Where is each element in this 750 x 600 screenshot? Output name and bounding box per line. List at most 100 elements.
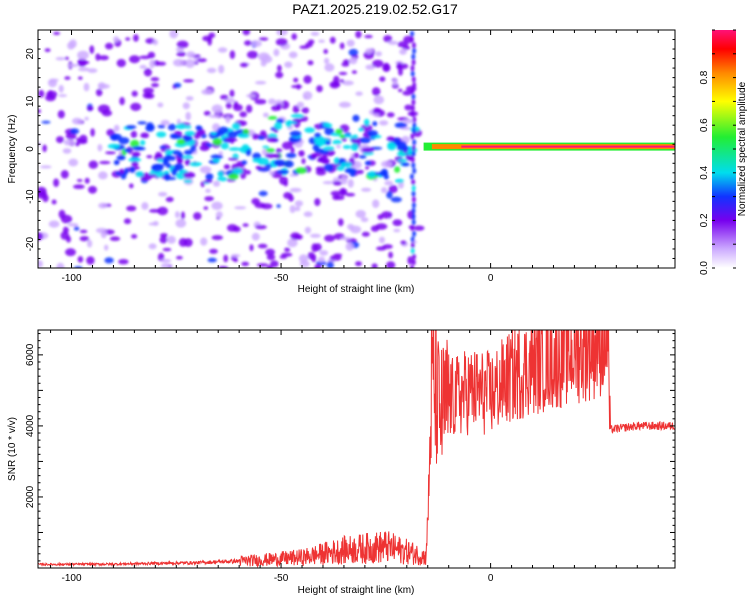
heatmap-noise-cell [211, 104, 223, 114]
heatmap-noise-cell [64, 76, 71, 80]
heatmap-noise-cell [294, 200, 303, 207]
heatmap-noise-cell [265, 248, 275, 256]
bottom-y-tick-label: 4000 [25, 414, 36, 437]
bottom-y-ticks: 2000 4000 6000 [25, 333, 675, 569]
heatmap-noise-cell [86, 106, 94, 111]
heatmap-streak-cell [410, 242, 415, 249]
heatmap-band-cell [386, 136, 395, 142]
heatmap-noise-cell [372, 59, 384, 68]
heatmap-noise-cell [173, 59, 185, 67]
heatmap-band-cell [350, 143, 359, 152]
heatmap-streak-cell [412, 47, 417, 54]
heatmap-streak-cell [409, 173, 414, 180]
heatmap-band-cell [156, 158, 165, 162]
heatmap-noise-cell [281, 141, 293, 150]
heatmap-noise-cell [225, 116, 231, 124]
heatmap-noise-cell [263, 112, 269, 118]
heatmap-band-cell [383, 174, 389, 180]
heatmap-band-cell [368, 171, 376, 178]
heatmap-noise-cell [277, 64, 282, 72]
heatmap-band-cell [156, 131, 167, 138]
heatmap-band-cell [315, 166, 325, 172]
heatmap-noise-cell [279, 255, 287, 259]
heatmap-noise-cell [276, 103, 282, 111]
heatmap-noise-cell [176, 255, 183, 260]
heatmap-band-cell [175, 123, 186, 130]
heatmap-band-cell [182, 135, 193, 142]
heatmap-noise-cell [77, 50, 89, 60]
heatmap-noise-cell [201, 89, 213, 95]
heatmap-noise-cell [372, 199, 380, 208]
heatmap-band-cell [184, 130, 196, 136]
heatmap-band-cell [118, 137, 130, 145]
heatmap-streak-cell [410, 265, 414, 268]
heatmap-noise-cell [255, 80, 267, 85]
heatmap-noise-cell [175, 211, 180, 219]
heatmap-noise-cell [324, 234, 336, 242]
heatmap-noise-cell [296, 101, 305, 108]
heatmap-noise-cell [289, 187, 302, 193]
heatmap-noise-cell [104, 244, 109, 251]
colorbar-tick-label: 0.2 [699, 213, 710, 227]
heatmap-noise-cell [58, 94, 67, 98]
heatmap-band-cell [174, 163, 184, 172]
bottom-x-tick-label: -50 [274, 573, 289, 584]
heatmap-noise-cell [67, 223, 79, 227]
spectrogram-frame [37, 29, 676, 269]
top-x-tick-label: -50 [274, 273, 289, 284]
snr-frame [37, 329, 676, 569]
heatmap-streak-cell [412, 116, 417, 123]
bottom-y-axis-label: SNR (10 * v/v) [7, 417, 18, 481]
heatmap-noise-cell [402, 90, 413, 96]
heatmap-noise-cell [329, 36, 336, 44]
heatmap-noise-cell [242, 30, 251, 36]
heatmap-band-cell [181, 155, 194, 159]
heatmap-band-cell [165, 162, 172, 169]
heatmap-band-cell [237, 133, 250, 139]
colorbar-tick-label: 0.6 [699, 118, 710, 132]
heatmap-band-cell [241, 144, 250, 151]
heatmap-noise-cell [304, 226, 311, 234]
heatmap-noise-cell [361, 187, 372, 192]
heatmap-band-cell [394, 122, 408, 129]
heatmap-noise-cell [167, 235, 176, 244]
heatmap-band-cell [314, 140, 321, 146]
heatmap-noise-cell [317, 256, 326, 263]
heatmap-band-cell [267, 116, 278, 120]
heatmap-noise-cell [150, 77, 160, 82]
heatmap-band-cell [394, 166, 401, 173]
heatmap-band-cell [183, 171, 196, 179]
heatmap-noise-cell [293, 77, 299, 83]
heatmap-band-cell [284, 160, 294, 168]
heatmap-band-cell [372, 121, 378, 127]
colorbar-label: Normalized spectral amplitude [737, 81, 748, 216]
heatmap-band-cell [319, 150, 329, 155]
heatmap-noise-cell [209, 248, 218, 254]
heatmap-band-cell [183, 179, 193, 184]
heatmap-noise-cell [338, 101, 351, 108]
heatmap-noise-cell [265, 153, 277, 159]
heatmap-band-cell [228, 157, 239, 161]
top-y-tick-label: 0 [25, 146, 36, 152]
heatmap-streak-cell [411, 150, 416, 157]
heatmap-streak-cell [412, 82, 417, 89]
heatmap-noise-cell [116, 59, 127, 68]
colorbar-ticks: 0.0 0.2 0.4 0.6 0.8 [699, 29, 736, 275]
heatmap-noise-cell [123, 218, 132, 225]
heatmap-noise-cell [38, 232, 44, 241]
heatmap-noise-cell [392, 219, 403, 227]
heatmap-band-cell [310, 153, 317, 159]
heatmap-noise-cell [160, 258, 172, 263]
heatmap-noise-cell [289, 205, 296, 214]
snr-series-line [38, 330, 675, 568]
heatmap-noise-cell [218, 151, 223, 156]
heatmap-noise-cell [56, 136, 64, 144]
heatmap-noise-cell [346, 39, 355, 47]
bottom-x-axis-label: Height of straight line (km) [298, 585, 415, 596]
heatmap-streak-cell [410, 30, 415, 37]
heatmap-streak-cell [411, 42, 416, 49]
heatmap-noise-cell [276, 204, 281, 208]
heatmap-noise-cell [226, 224, 238, 232]
heatmap-band-cell [119, 168, 125, 174]
heatmap-streak-cell [411, 179, 416, 186]
